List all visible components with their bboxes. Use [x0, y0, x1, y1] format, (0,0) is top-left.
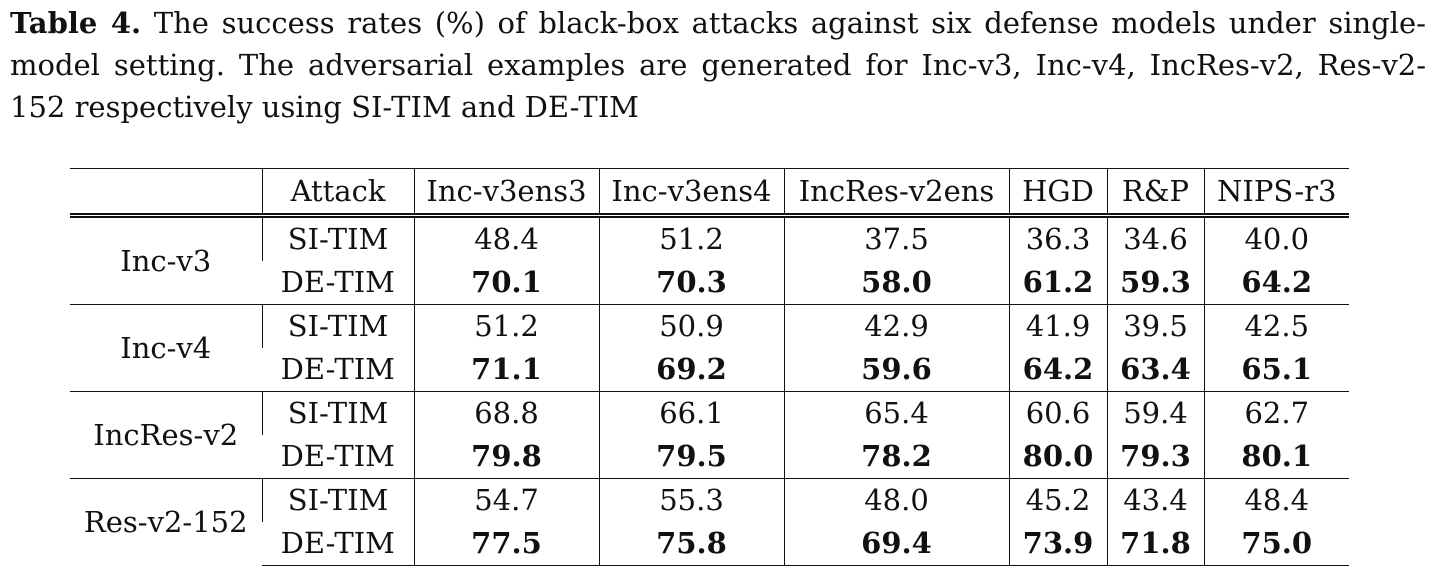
- table-row: Inc-v4 SI-TIM 51.2 50.9 42.9 41.9 39.5 4…: [70, 304, 1349, 392]
- attack-cell: SI-TIM: [261, 478, 414, 522]
- group-inc-v4: Inc-v4 SI-TIM 51.2 50.9 42.9 41.9 39.5 4…: [70, 304, 1349, 392]
- model-cell: Res-v2-152: [70, 478, 262, 566]
- attack-cell: SI-TIM: [261, 304, 414, 348]
- value-cell: 50.9: [598, 304, 784, 348]
- value-cell: 36.3: [1008, 215, 1107, 261]
- value-cell: 65.4: [783, 391, 1009, 435]
- model-cell: Inc-v3: [120, 243, 212, 278]
- value-cell: 65.1: [1203, 348, 1349, 392]
- header-cell-incres-v2ens: IncRes-v2ens: [783, 168, 1009, 216]
- table-row: IncRes-v2 SI-TIM 68.8 66.1 65.4 60.6 59.…: [70, 391, 1349, 479]
- value-cell: 79.3: [1106, 435, 1204, 479]
- value-cell: 55.3: [598, 478, 784, 522]
- value-cell: 66.1: [598, 391, 784, 435]
- attack-cell: DE-TIM: [280, 439, 395, 473]
- value-cell: 34.6: [1106, 215, 1204, 261]
- value-cell: 54.7: [413, 478, 599, 522]
- model-cell: Inc-v4: [70, 304, 262, 392]
- header-cell-hgd: HGD: [1008, 168, 1107, 216]
- value-cell: 58.0: [783, 261, 1009, 305]
- attack-cell: SI-TIM: [261, 215, 414, 261]
- attack-cell: DE-TIM: [280, 352, 395, 386]
- value-cell: 39.5: [1106, 304, 1204, 348]
- value-cell: 45.2: [1008, 478, 1107, 522]
- value-cell: 37.5: [783, 215, 1009, 261]
- table-row: DE-TIM 71.1 69.2 59.6 64.2 63.4 65.1: [70, 348, 1349, 392]
- value-cell: 69.2: [598, 348, 784, 392]
- value-cell: 62.7: [1203, 391, 1349, 435]
- value-cell: 43.4: [1106, 478, 1204, 522]
- group-incres-v2: IncRes-v2 SI-TIM 68.8 66.1 65.4 60.6 59.…: [70, 391, 1349, 479]
- value-cell: 61.2: [1008, 261, 1107, 305]
- value-cell: 78.2: [783, 435, 1009, 479]
- table-row: DE-TIM 79.8 79.5 78.2 80.0 79.3 80.1: [70, 435, 1349, 479]
- value-cell: 41.9: [1008, 304, 1107, 348]
- header-cell-attack: Attack: [261, 168, 414, 216]
- value-cell: 48.4: [413, 215, 599, 261]
- table-row: DE-TIM 70.1 70.3 58.0 61.2 59.3 64.2: [70, 261, 1349, 305]
- value-cell: 48.4: [1203, 478, 1349, 522]
- value-cell: 80.0: [1008, 435, 1107, 479]
- value-cell: 79.8: [413, 435, 599, 479]
- value-cell: 51.2: [598, 215, 784, 261]
- value-cell: 71.1: [413, 348, 599, 392]
- header-cell-inc-v3ens3: Inc-v3ens3: [413, 168, 599, 216]
- group-res-v2-152: Res-v2-152 SI-TIM 54.7 55.3 48.0 45.2 43…: [70, 478, 1349, 566]
- header-cell-model: [70, 168, 262, 216]
- value-cell: 80.1: [1203, 435, 1349, 479]
- value-cell: 75.8: [598, 522, 784, 566]
- attack-cell: DE-TIM: [262, 522, 414, 566]
- attack-cell: SI-TIM: [261, 391, 414, 435]
- value-cell: 73.9: [1008, 522, 1107, 566]
- header-cell-rp: R&P: [1106, 168, 1204, 216]
- value-cell: 68.8: [413, 391, 599, 435]
- value-cell: 77.5: [413, 522, 599, 566]
- value-cell: 42.9: [783, 304, 1009, 348]
- value-cell: 70.3: [598, 261, 784, 305]
- table-row: DE-TIM 77.5 75.8 69.4 73.9 71.8 75.0: [70, 522, 1349, 566]
- caption-text: The success rates (%) of black-box attac…: [10, 6, 1426, 124]
- attack-cell: DE-TIM: [280, 265, 395, 299]
- header-cell-nips-r3: NIPS-r3: [1203, 168, 1349, 216]
- value-cell: 79.5: [598, 435, 784, 479]
- value-cell: 64.2: [1203, 261, 1349, 305]
- value-cell: 75.0: [1203, 522, 1349, 566]
- value-cell: 59.4: [1106, 391, 1204, 435]
- value-cell: 59.3: [1106, 261, 1204, 305]
- value-cell: 51.2: [413, 304, 599, 348]
- value-cell: 40.0: [1203, 215, 1349, 261]
- table-row: Inc-v3 SI-TIM 48.4 51.2 37.5 36.3 34.6 4…: [70, 215, 1349, 278]
- value-cell: 60.6: [1008, 391, 1107, 435]
- value-cell: 63.4: [1106, 348, 1204, 392]
- header-row: Attack Inc-v3ens3 Inc-v3ens4 IncRes-v2en…: [70, 168, 1349, 216]
- table-row: Res-v2-152 SI-TIM 54.7 55.3 48.0 45.2 43…: [70, 478, 1349, 566]
- results-table: Attack Inc-v3ens3 Inc-v3ens4 IncRes-v2en…: [70, 168, 1349, 566]
- value-cell: 70.1: [413, 261, 599, 305]
- value-cell: 69.4: [783, 522, 1009, 566]
- value-cell: 59.6: [783, 348, 1009, 392]
- value-cell: 42.5: [1203, 304, 1349, 348]
- group-inc-v3: Inc-v3 SI-TIM 48.4 51.2 37.5 36.3 34.6 4…: [70, 215, 1349, 305]
- table-caption: Table 4. The success rates (%) of black-…: [10, 2, 1426, 128]
- value-cell: 48.0: [783, 478, 1009, 522]
- value-cell: 64.2: [1008, 348, 1107, 392]
- header-cell-inc-v3ens4: Inc-v3ens4: [598, 168, 784, 216]
- value-cell: 71.8: [1106, 522, 1204, 566]
- caption-label: Table 4.: [10, 6, 142, 40]
- model-cell: IncRes-v2: [70, 391, 262, 479]
